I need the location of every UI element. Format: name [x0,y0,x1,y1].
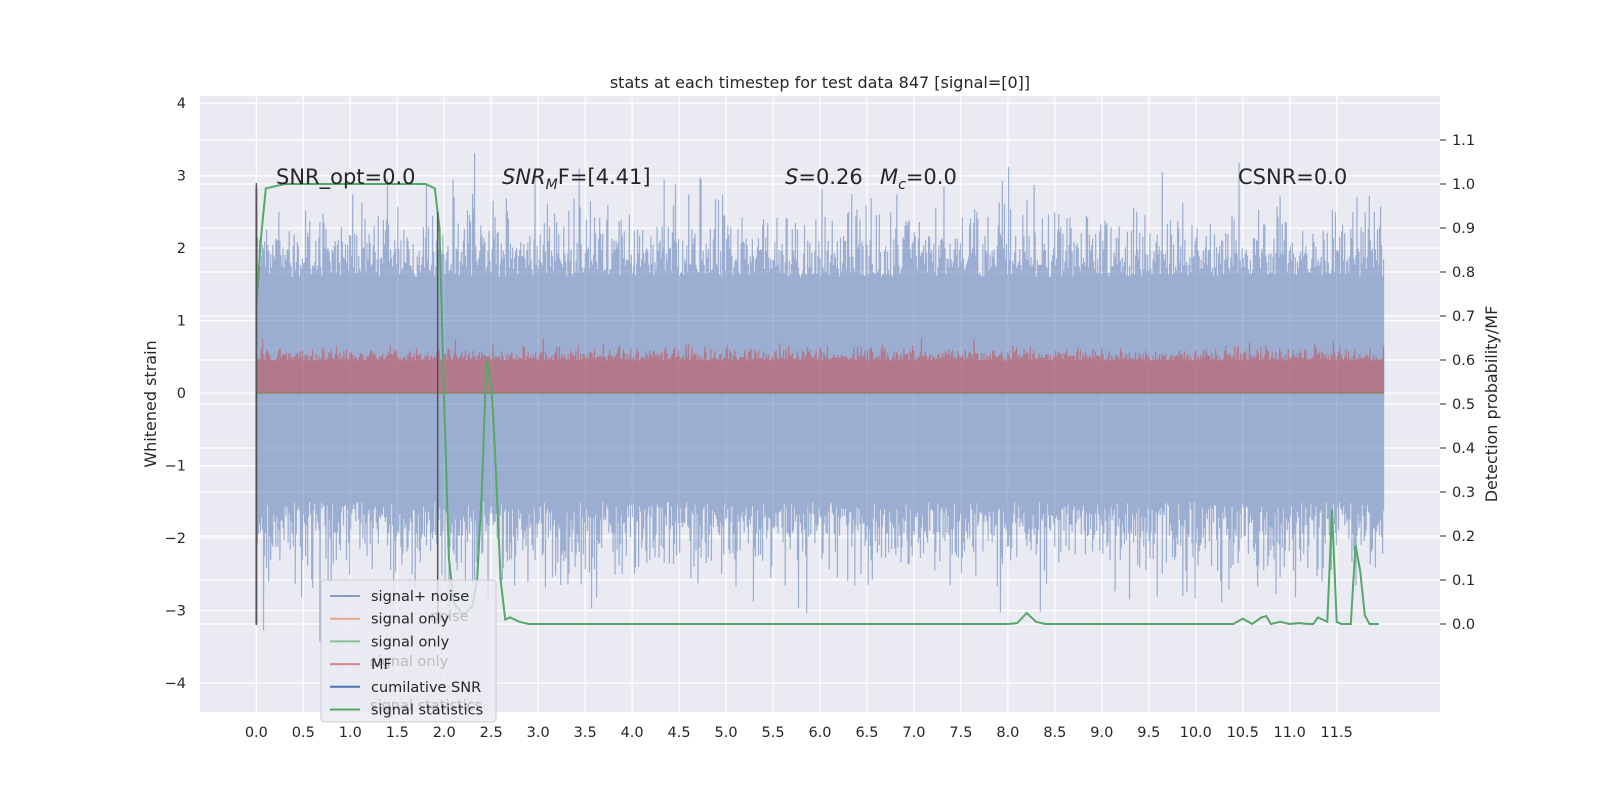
annotation-csnr: CSNR=0.0 [1238,165,1347,189]
annotation-snr-mf: SNRMF=[4.41] [502,165,651,193]
legend-ghost-label: signal statistics [370,698,482,714]
annotation-snr-mf-value: F=[4.41] [558,165,651,189]
x-tick-label: 9.5 [1137,725,1160,741]
x-tick-label: 8.0 [996,725,1019,741]
x-tick-label: 10.5 [1227,725,1259,741]
y-axis-label-left: Whitened strain [141,340,160,467]
x-tick-label: 1.0 [339,725,362,741]
y-tick-label-right: 0.5 [1452,397,1475,413]
y-tick-label-right: 0.3 [1452,485,1475,501]
x-tick-label: 5.5 [761,725,784,741]
y-tick-label: 1 [177,314,186,330]
annotation-s: S=0.26 [785,165,863,189]
legend-frame [320,579,497,723]
legend-label: cumilative SNR [371,680,481,696]
y-tick-label-right: 0.6 [1452,353,1475,369]
x-tick-label: 3.5 [574,725,597,741]
annotation-s-value: =0.26 [798,165,862,189]
y-tick-label-right: 0.7 [1452,309,1475,325]
annotation-s-symbol: S [785,165,798,189]
legend-label: MF [371,657,392,673]
x-tick-label: 0.5 [292,725,315,741]
x-tick-label: 2.5 [480,725,503,741]
legend-label: signal+ noise [371,589,469,605]
chart-title: stats at each timestep for test data 847… [610,73,1030,92]
annotation-snr-mf-subscript: M [546,177,558,193]
y-tick-label-right: 1.0 [1452,177,1475,193]
y-axis-ticks-left: −4 −3 −2 −1 0 1 2 3 4 [165,96,186,692]
legend: noise signal only signal statistics sign… [320,579,497,723]
x-tick-label: 4.0 [621,725,644,741]
x-axis-ticks: 0.0 0.5 1.0 1.5 2.0 2.5 3.0 3.5 4.0 4.5 5.0 5.5 6.0 6… [245,725,1353,741]
y-tick-label-right: 0.2 [1452,529,1475,545]
x-tick-label: 11.5 [1321,725,1353,741]
y-tick-label-right: 1.1 [1452,133,1475,149]
y-tick-label: 2 [177,241,186,257]
y-tick-label-right: 0.8 [1452,265,1475,281]
annotation-mc: Mc=0.0 [880,165,957,193]
annotation-snr-mf-symbol: SNR [502,165,546,189]
x-tick-label: 1.5 [386,725,409,741]
x-tick-label: 7.0 [902,725,925,741]
legend-ghost-label: signal only [370,654,449,670]
x-tick-label: 4.5 [668,725,691,741]
x-tick-label: 3.0 [527,725,550,741]
x-tick-label: 7.5 [949,725,972,741]
legend-label: signal statistics [371,703,483,719]
x-tick-label: 11.0 [1274,725,1306,741]
x-tick-label: 0.0 [245,725,268,741]
annotation-mc-symbol: M [880,165,898,189]
annotations: SNR_opt=0.0 SNRMF=[4.41] S=0.26 Mc=0.0 C… [276,165,1347,193]
legend-ghost-label: noise [430,609,469,625]
y-tick-label: 0 [177,386,186,402]
y-tick-label-right: 0.1 [1452,573,1475,589]
y-axis-label-right: Detection probability/MF [1482,306,1501,503]
x-tick-label: 6.0 [808,725,831,741]
x-tick-label: 6.5 [855,725,878,741]
x-tick-label: 8.5 [1043,725,1066,741]
annotation-mc-value: =0.0 [906,165,957,189]
y-tick-label: −4 [165,676,186,692]
y-tick-label: −2 [165,531,186,547]
x-tick-label: 10.0 [1180,725,1212,741]
y-axis-ticks-right: 0.0 0.1 0.2 0.3 0.4 0.5 0.6 0.7 0.8 0.9 1.0 1.1 [1440,133,1475,633]
y-tick-label-right: 0.4 [1452,441,1475,457]
y-tick-label: 3 [177,169,186,185]
x-tick-label: 5.0 [715,725,738,741]
series-mf-line [255,338,1385,394]
x-tick-label: 9.0 [1090,725,1113,741]
y-tick-label-right: 0.9 [1452,221,1475,237]
annotation-mc-subscript: c [898,177,906,193]
legend-label: signal only [371,634,450,650]
y-tick-label-right: 0.0 [1452,617,1475,633]
y-tick-label: −3 [165,604,186,620]
legend-label: signal only [371,612,450,628]
annotation-snr-opt: SNR_opt=0.0 [276,165,416,190]
y-tick-label: 4 [177,96,186,112]
y-tick-label: −1 [165,459,186,475]
x-tick-label: 2.0 [433,725,456,741]
